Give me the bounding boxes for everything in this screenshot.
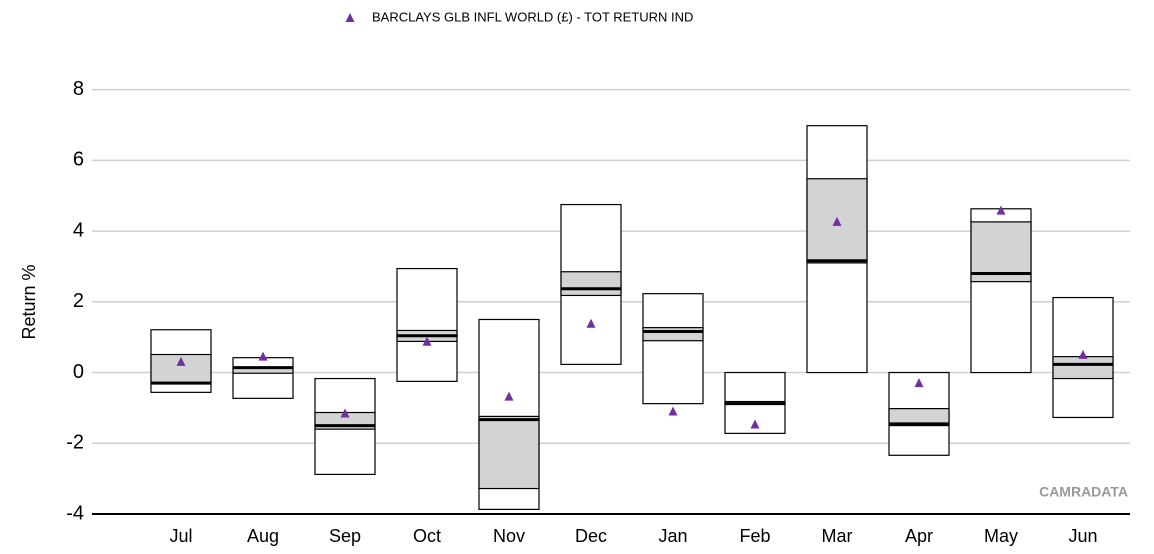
x-tick-label: Aug: [247, 526, 279, 546]
quartile-box: [560, 271, 622, 297]
y-tick-label: 0: [73, 361, 84, 383]
benchmark-marker: [1078, 349, 1088, 359]
quartile-box: [888, 408, 950, 427]
x-tick-label: Dec: [575, 526, 607, 546]
benchmark-marker: [668, 406, 678, 416]
quartile-box: [970, 221, 1032, 283]
y-tick-label: -2: [66, 432, 84, 454]
y-axis-label: Return %: [19, 264, 39, 339]
range-box: [396, 267, 458, 382]
benchmark-marker: [422, 336, 432, 346]
x-tick-label: Nov: [493, 526, 525, 546]
y-tick-label: 6: [73, 149, 84, 171]
x-tick-label: Sep: [329, 526, 361, 546]
x-tick-label: Jun: [1068, 526, 1097, 546]
watermark: CAMRADATA: [1039, 484, 1128, 500]
x-tick-label: Apr: [905, 526, 933, 546]
quartile-box: [642, 327, 704, 342]
benchmark-marker: [258, 351, 268, 361]
quartile-box: [1052, 356, 1114, 380]
x-tick-label: Feb: [739, 526, 770, 546]
y-tick-label: 8: [73, 78, 84, 100]
range-box: [232, 357, 294, 399]
benchmark-marker: [504, 391, 514, 401]
y-tick-label: 2: [73, 290, 84, 312]
y-tick-label: 4: [73, 219, 84, 241]
quartile-box: [478, 415, 540, 490]
x-tick-label: Jan: [658, 526, 687, 546]
benchmark-marker: [340, 408, 350, 418]
legend-label: BARCLAYS GLB INFL WORLD (£) - TOT RETURN…: [372, 9, 693, 24]
x-tick-label: May: [984, 526, 1018, 546]
benchmark-marker: [914, 378, 924, 388]
legend-marker: [345, 13, 355, 22]
benchmark-marker: [832, 216, 842, 226]
benchmark-marker: [750, 419, 760, 429]
benchmark-marker: [996, 205, 1006, 215]
y-tick-label: -4: [66, 502, 84, 524]
benchmark-marker: [176, 356, 186, 366]
range-box: [642, 293, 704, 405]
x-tick-label: Oct: [413, 526, 441, 546]
x-tick-label: Mar: [822, 526, 853, 546]
x-tick-label: Jul: [169, 526, 192, 546]
benchmark-marker: [586, 318, 596, 328]
